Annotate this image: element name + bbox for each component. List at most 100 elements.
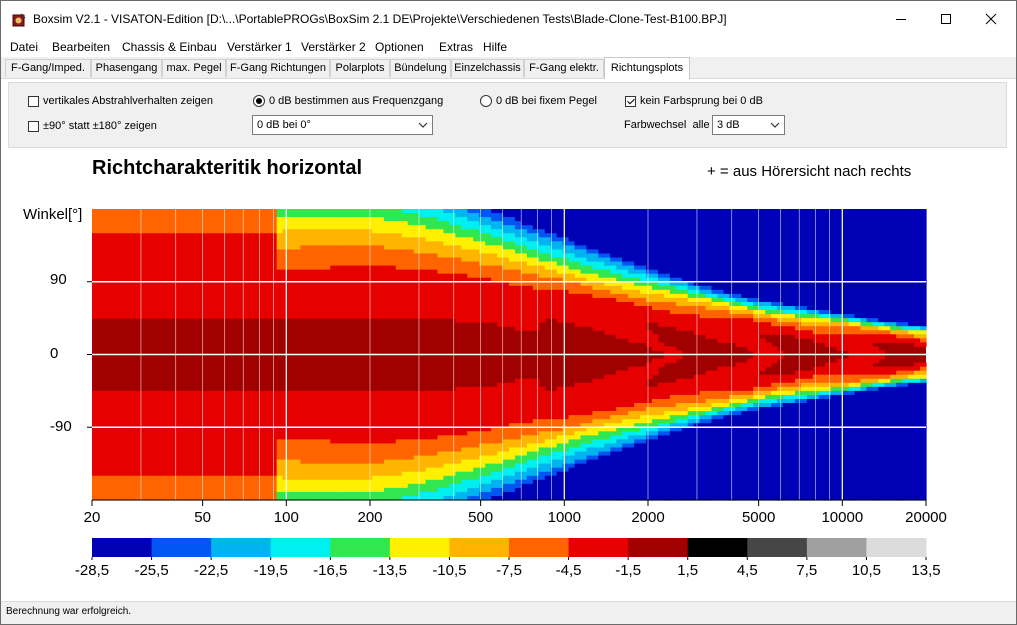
- heatmap-cell: [294, 297, 302, 303]
- heatmap-cell: [139, 483, 147, 489]
- heatmap-cell: [97, 463, 105, 469]
- colorchange-dropdown[interactable]: 3 dB: [712, 115, 785, 135]
- close-button[interactable]: [968, 1, 1014, 37]
- heatmap-cell: [413, 407, 421, 412]
- tab-buendelung[interactable]: Bündelung: [390, 59, 451, 77]
- heatmap-cell: [312, 281, 319, 287]
- menu-optionen[interactable]: Optionen: [375, 40, 424, 54]
- tab-fgang-imped[interactable]: F-Gang/Imped.: [5, 59, 91, 77]
- heatmap-cell: [205, 217, 212, 222]
- heatmap-cell: [258, 447, 266, 453]
- heatmap-cell: [401, 273, 409, 279]
- heatmap-cell: [514, 306, 522, 311]
- heatmap-cell: [145, 241, 153, 246]
- heatmap-cell: [354, 277, 361, 283]
- heatmap-cell: [538, 439, 546, 445]
- heatmap-cell: [103, 394, 111, 400]
- heatmap-cell: [485, 285, 492, 291]
- heatmap-cell: [115, 427, 123, 432]
- heatmap-cell: [127, 265, 135, 271]
- heatmap-cell: [616, 277, 623, 283]
- heatmap-cell: [181, 415, 188, 420]
- heatmap-cell: [455, 237, 462, 242]
- heatmap-cell: [461, 273, 468, 279]
- heatmap-cell: [622, 326, 629, 331]
- menu-datei[interactable]: Datei: [10, 40, 39, 54]
- heatmap-cell: [532, 431, 540, 436]
- menu-chassis-einbau[interactable]: Chassis & Einbau: [122, 40, 217, 54]
- heatmap-cell: [217, 273, 224, 279]
- heatmap-cell: [526, 439, 534, 445]
- heatmap-cell: [389, 447, 397, 453]
- no-colorjump-checkbox[interactable]: kein Farbsprung bei 0 dB: [625, 95, 763, 107]
- heatmap-cell: [431, 209, 439, 214]
- maximize-button[interactable]: [923, 1, 969, 37]
- reference-dropdown[interactable]: 0 dB bei 0°: [252, 115, 433, 135]
- heatmap-cell: [520, 378, 528, 384]
- heatmap-cell: [568, 427, 576, 432]
- heatmap-cell: [485, 443, 492, 449]
- heatmap-cell: [622, 330, 629, 335]
- heatmap-cell: [616, 310, 623, 315]
- heatmap-cell: [395, 269, 403, 275]
- heatmap-cell: [604, 261, 611, 267]
- menu-verstaerker-1[interactable]: Verstärker 1: [227, 40, 292, 54]
- heatmap-cell: [526, 322, 534, 327]
- heatmap-cell: [491, 467, 498, 473]
- heatmap-cell: [550, 301, 558, 307]
- heatmap-cell: [532, 455, 540, 461]
- menu-verstaerker-2[interactable]: Verstärker 2: [301, 40, 366, 54]
- menu-bearbeiten[interactable]: Bearbeiten: [52, 40, 111, 54]
- menu-extras[interactable]: Extras: [439, 40, 474, 54]
- radio-0db-frequency[interactable]: 0 dB bestimmen aus Frequenzgang: [253, 95, 443, 107]
- heatmap-cell: [229, 237, 236, 242]
- minimize-button[interactable]: [878, 1, 924, 37]
- heatmap-cell: [425, 209, 433, 214]
- heatmap-cell: [461, 217, 468, 222]
- heatmap-cell: [312, 310, 319, 315]
- heatmap-cell: [604, 229, 611, 234]
- heatmap-cell: [514, 261, 522, 267]
- tab-phasengang[interactable]: Phasengang: [91, 59, 162, 77]
- heatmap-cell: [562, 479, 570, 485]
- heatmap-cell: [258, 229, 266, 234]
- heatmap-cell: [234, 277, 242, 283]
- heatmap-cell: [312, 225, 319, 230]
- heatmap-cell: [252, 398, 260, 404]
- heatmap-cell: [348, 451, 355, 457]
- heatmap-cell: [616, 382, 623, 388]
- heatmap-cell: [395, 261, 403, 267]
- heatmap-cell: [592, 213, 599, 218]
- tab-richtungsplots[interactable]: Richtungsplots: [604, 57, 690, 79]
- heatmap-cell: [449, 407, 456, 412]
- heatmap-cell: [592, 386, 599, 392]
- tab-polarplots[interactable]: Polarplots: [330, 59, 390, 77]
- heatmap-cell: [467, 431, 474, 436]
- heatmap-cell: [371, 281, 379, 287]
- radio-0db-fixed[interactable]: 0 dB bei fixem Pegel: [480, 95, 597, 107]
- heatmap-cell: [550, 451, 558, 457]
- tab-einzelchassis[interactable]: Einzelchassis: [451, 59, 524, 77]
- vertical-radiation-checkbox[interactable]: vertikales Abstrahlverhalten zeigen: [28, 95, 213, 107]
- heatmap-cell: [342, 269, 349, 275]
- heatmap-cell: [395, 241, 403, 246]
- heatmap-cell: [193, 427, 200, 432]
- heatmap-cell: [497, 314, 504, 319]
- heatmap-cell: [127, 419, 135, 424]
- heatmap-cell: [348, 293, 355, 299]
- heatmap-cell: [234, 213, 242, 218]
- tab-fgang-richtungen[interactable]: F-Gang Richtungen: [226, 59, 330, 77]
- heatmap-cell: [145, 491, 153, 497]
- heatmap-cell: [562, 213, 570, 218]
- heatmap-cell: [520, 471, 528, 477]
- tab-fgang-elektr[interactable]: F-Gang elektr.: [524, 59, 604, 77]
- pm90-checkbox[interactable]: ±90° statt ±180° zeigen: [28, 120, 157, 132]
- heatmap-cell: [121, 257, 129, 263]
- tab-max-pegel[interactable]: max. Pegel: [162, 59, 226, 77]
- heatmap-cell: [181, 463, 188, 469]
- heatmap-cell: [580, 310, 588, 315]
- menu-hilfe[interactable]: Hilfe: [483, 40, 508, 54]
- heatmap-cell: [187, 443, 194, 449]
- heatmap-cell: [246, 443, 254, 449]
- heatmap-cell: [407, 403, 415, 408]
